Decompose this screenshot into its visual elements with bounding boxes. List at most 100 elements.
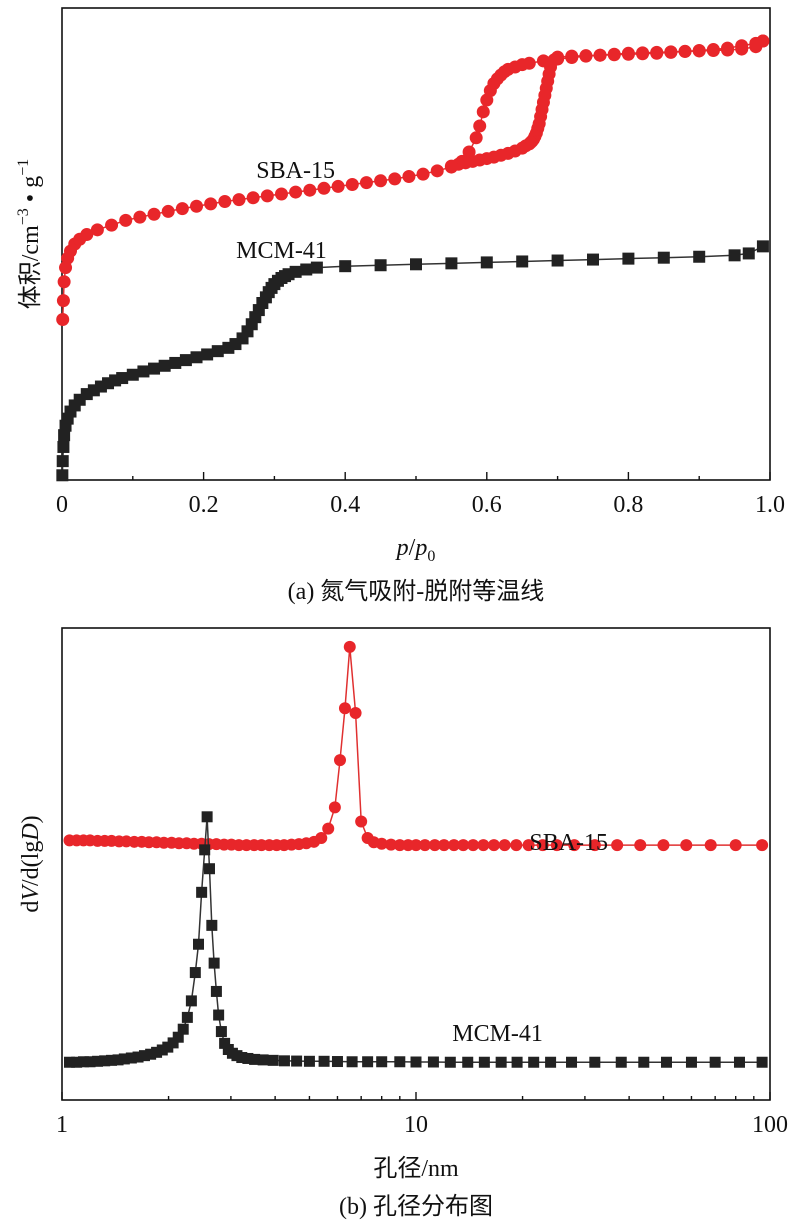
mcm-41-psd-point xyxy=(156,1044,168,1056)
mcm-41-psd-point xyxy=(177,1023,189,1035)
panel-a-ticks: 0 0.2 0.4 0.6 0.8 1.0 xyxy=(56,472,785,518)
panel-a-x-tick-label: 0.2 xyxy=(189,492,219,518)
mcm-41-psd-point xyxy=(145,1048,157,1060)
panel-b-label-sba-15: SBA-15 xyxy=(529,830,608,856)
mcm-41-psd-point xyxy=(203,863,215,875)
sba-15-adsorption-point xyxy=(430,164,444,178)
sba-15-psd-point xyxy=(550,839,563,852)
mcm-41-psd-point xyxy=(660,1056,672,1068)
sba-15-psd-point xyxy=(634,839,647,852)
mcm-41-psd-point xyxy=(511,1056,523,1068)
sba-15-psd-point xyxy=(756,839,769,852)
mcm-41-adsorption-point xyxy=(310,261,323,274)
mcm-41-psd-point xyxy=(201,811,213,823)
sba-15-psd-line xyxy=(69,646,763,846)
mcm-41-psd-point xyxy=(709,1056,721,1068)
sba-15-adsorption-point xyxy=(359,176,373,190)
mcm-41-psd-point xyxy=(125,1052,137,1064)
sba-15-desorption-point xyxy=(678,44,692,58)
panel-b-x-tick-label: 10 xyxy=(404,1112,428,1138)
panel-a: 0 0.2 0.4 0.6 0.8 1.0 SBA-15 MCM-41 p/p0 体积/cm… xyxy=(15,7,785,605)
panel-b-x-tick-label: 100 xyxy=(752,1112,788,1138)
series-mcm-41 xyxy=(56,240,769,482)
sba-15-adsorption-point xyxy=(331,179,345,193)
mcm-41-psd-point xyxy=(92,1055,104,1067)
panel-a-caption: (a) 氮气吸附-脱附等温线 xyxy=(288,578,545,605)
sba-15-psd-point xyxy=(393,839,406,852)
mcm-41-psd-point xyxy=(318,1055,330,1067)
psd-series-sba-15 xyxy=(63,640,769,852)
sba-15-psd-point xyxy=(588,839,601,852)
mcm-41-psd-point xyxy=(71,1056,83,1068)
mcm-41-psd-point xyxy=(206,919,218,931)
sba-15-psd-point xyxy=(322,822,335,835)
sba-15-desorption-point xyxy=(650,46,664,60)
mcm-41-psd-point xyxy=(589,1056,601,1068)
mcm-41-psd-point xyxy=(77,1056,89,1068)
sba-15-psd-point xyxy=(457,839,470,852)
mcm-41-psd-point xyxy=(199,844,211,856)
mcm-41-psd-point xyxy=(64,1056,76,1068)
mcm-41-psd-point xyxy=(138,1050,150,1062)
sba-15-psd-point xyxy=(467,839,480,852)
mcm-41-adsorption-point xyxy=(289,265,302,278)
mcm-41-adsorption-point xyxy=(148,362,161,375)
sba-15-psd-point xyxy=(385,838,398,851)
mcm-41-adsorption-point xyxy=(179,354,192,367)
mcm-41-psd-point xyxy=(638,1056,650,1068)
sba-15-adsorption-point xyxy=(469,131,483,145)
mcm-41-psd-point xyxy=(196,886,208,898)
sba-15-adsorption-point xyxy=(317,181,331,195)
panel-b-x-axis-label: 孔径/nm xyxy=(373,1155,459,1182)
mcm-41-psd-point xyxy=(462,1056,474,1068)
mcm-41-psd-point xyxy=(167,1037,179,1049)
sba-15-psd-point xyxy=(438,839,451,852)
mcm-41-adsorption-point xyxy=(551,254,564,267)
sba-15-psd-point xyxy=(418,839,431,852)
sba-15-desorption-point xyxy=(749,36,763,50)
sba-15-desorption-point xyxy=(444,159,458,173)
sba-15-adsorption-point xyxy=(303,183,317,197)
sba-15-adsorption-point xyxy=(119,213,133,227)
sba-15-adsorption-point xyxy=(289,185,303,199)
mcm-41-psd-point xyxy=(685,1056,697,1068)
mcm-41-adsorption-point xyxy=(58,429,71,442)
panel-b-plot-area: SBA-15 MCM-41 xyxy=(63,640,769,1068)
mcm-41-psd-point xyxy=(733,1056,745,1068)
mcm-41-psd-point xyxy=(291,1055,303,1067)
panel-a-x-tick-label: 1.0 xyxy=(755,492,785,518)
sba-15-psd-point xyxy=(410,839,422,852)
mcm-41-psd-point xyxy=(213,1009,225,1021)
sba-15-desorption-point xyxy=(664,45,678,59)
sba-15-adsorption-point xyxy=(246,191,260,205)
sba-15-desorption-line xyxy=(451,40,764,167)
mcm-41-psd-point xyxy=(236,1052,248,1064)
panel-a-label-sba-15: SBA-15 xyxy=(256,158,335,184)
panel-a-x-tick-label: 0.8 xyxy=(613,492,643,518)
mcm-41-psd-point xyxy=(410,1056,422,1068)
mcm-41-psd-point xyxy=(193,938,205,950)
mcm-41-adsorption-point xyxy=(300,263,313,276)
sba-15-adsorption-point xyxy=(190,199,204,213)
mcm-41-psd-point xyxy=(267,1054,279,1066)
sba-15-desorption-point xyxy=(607,48,621,62)
mcm-41-psd-point xyxy=(215,1026,227,1038)
mcm-41-psd-point xyxy=(257,1054,269,1066)
sba-15-desorption-point xyxy=(593,48,607,62)
panel-a-x-tick-label: 0.4 xyxy=(330,492,360,518)
mcm-41-psd-point xyxy=(132,1051,144,1063)
sba-15-adsorption-point xyxy=(473,119,487,133)
panel-a-x-tick-label: 0.6 xyxy=(472,492,502,518)
mcm-41-psd-point xyxy=(615,1056,627,1068)
mcm-41-adsorption-point xyxy=(56,469,69,482)
sba-15-adsorption-point xyxy=(133,210,147,224)
mcm-41-psd-point xyxy=(303,1055,315,1067)
mcm-41-psd-point xyxy=(99,1055,111,1067)
mcm-41-adsorption-point xyxy=(622,252,635,265)
sba-15-adsorption-point xyxy=(56,294,70,308)
mcm-41-adsorption-point xyxy=(742,247,755,260)
sba-15-psd-point xyxy=(657,839,670,852)
panel-b-y-axis-label: dV/d(lgD) xyxy=(18,815,44,912)
sba-15-desorption-point xyxy=(735,39,749,53)
mcm-41-psd-point xyxy=(242,1052,254,1064)
